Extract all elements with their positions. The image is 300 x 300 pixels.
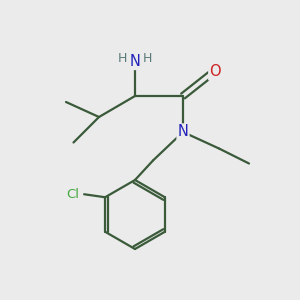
Text: N: N: [130, 54, 140, 69]
Text: O: O: [209, 64, 221, 80]
Text: H: H: [118, 52, 127, 65]
Text: Cl: Cl: [67, 188, 80, 201]
Text: H: H: [143, 52, 152, 65]
Text: N: N: [178, 124, 188, 140]
